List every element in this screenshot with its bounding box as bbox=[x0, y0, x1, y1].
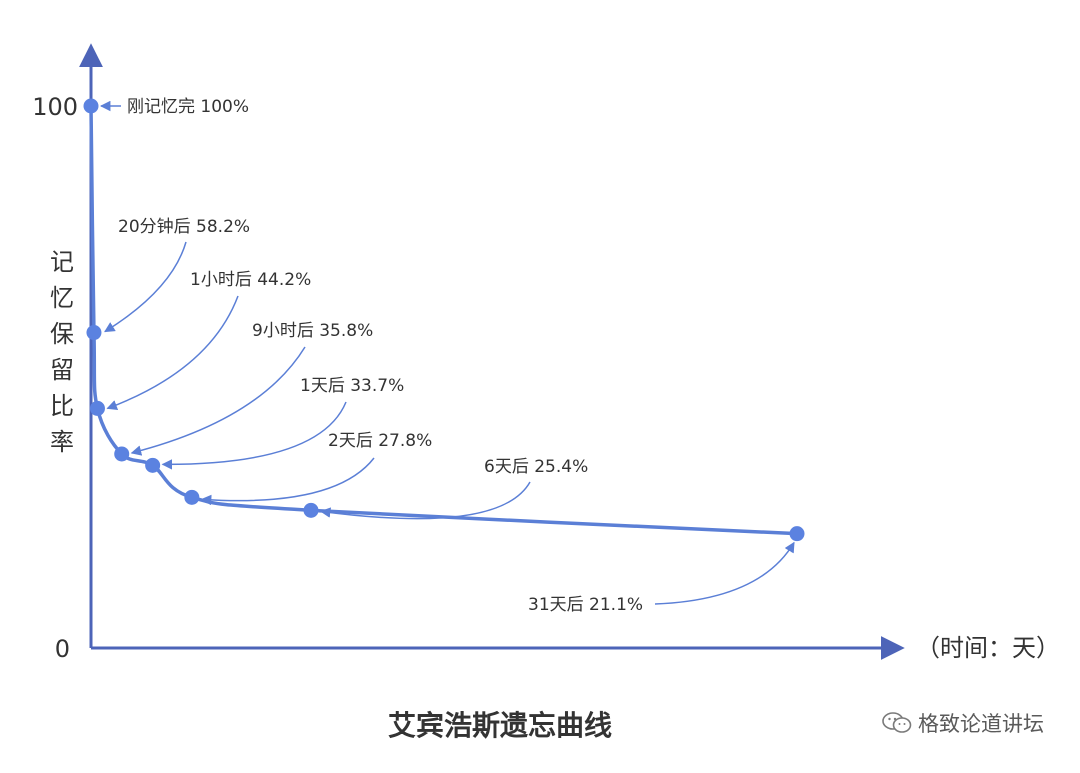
data-point bbox=[789, 526, 805, 542]
annotation-arrow bbox=[200, 457, 375, 506]
annotation-arrow bbox=[104, 241, 187, 333]
annotation-label: 2天后 27.8% bbox=[328, 431, 432, 451]
annotation-arrow bbox=[161, 401, 347, 470]
y-tick-0: 0 bbox=[55, 635, 70, 663]
y-axis-label-char: 留 bbox=[50, 356, 74, 384]
x-axis-label: （时间：天） bbox=[916, 634, 1060, 662]
annotation-arrow bbox=[130, 346, 306, 456]
y-axis-label-char: 率 bbox=[50, 428, 74, 456]
annotation-arrow bbox=[319, 481, 531, 520]
data-point bbox=[83, 98, 99, 114]
annotations: 刚记忆完 100% 20分钟后 58.2% 1小时后 44.2% 9小时后 35.8%… bbox=[99, 97, 795, 615]
forgetting-curve-line bbox=[89, 105, 798, 536]
annotation-arrow bbox=[654, 541, 795, 605]
annotation-label: 9小时后 35.8% bbox=[252, 321, 373, 341]
data-point bbox=[184, 489, 200, 505]
data-point bbox=[303, 502, 319, 518]
watermark: 格致论道讲坛 bbox=[882, 708, 1044, 738]
data-point bbox=[86, 325, 102, 341]
data-points bbox=[83, 98, 805, 542]
data-point bbox=[145, 457, 161, 473]
y-tick-100: 100 bbox=[32, 93, 78, 121]
wechat-icon bbox=[882, 712, 912, 733]
y-axis-label-char: 保 bbox=[50, 320, 74, 348]
data-point bbox=[114, 446, 130, 462]
annotation-label: 刚记忆完 100% bbox=[127, 97, 249, 117]
annotation-label: 1小时后 44.2% bbox=[190, 270, 311, 290]
annotation-arrow bbox=[106, 295, 239, 411]
chart-title: 艾宾浩斯遗忘曲线 bbox=[387, 709, 612, 742]
watermark-text: 格致论道讲坛 bbox=[918, 712, 1044, 736]
annotation-label: 1天后 33.7% bbox=[300, 376, 404, 396]
annotation-label: 20分钟后 58.2% bbox=[118, 217, 250, 237]
y-axis-label-char: 忆 bbox=[50, 284, 74, 312]
annotation-label: 31天后 21.1% bbox=[528, 595, 643, 615]
y-axis-label-char: 比 bbox=[50, 392, 74, 420]
data-point bbox=[89, 400, 105, 416]
annotation-label: 6天后 25.4% bbox=[484, 457, 588, 477]
y-axis-label-char: 记 bbox=[50, 248, 74, 276]
